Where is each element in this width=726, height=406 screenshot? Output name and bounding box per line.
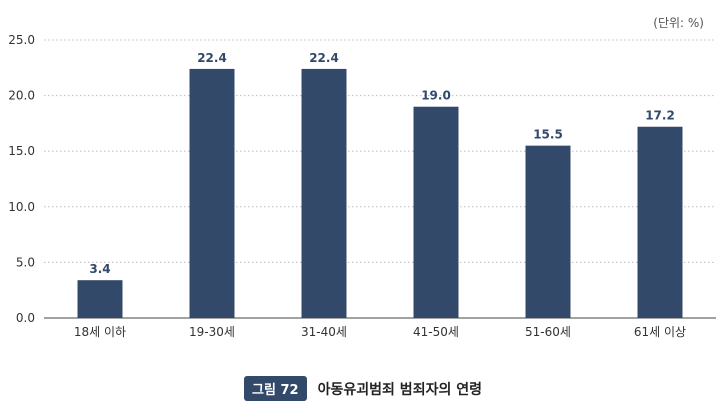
y-tick-label: 25.0 [8, 33, 35, 47]
bar [77, 280, 123, 318]
bar-value-label: 22.4 [197, 51, 227, 65]
x-tick-label: 31-40세 [301, 325, 347, 339]
x-tick-label: 19-30세 [189, 325, 235, 339]
bar [413, 106, 459, 318]
y-tick-label: 5.0 [16, 255, 35, 269]
x-tick-label: 41-50세 [413, 325, 459, 339]
figure-number-badge: 그림 72 [244, 376, 307, 401]
bar-value-label: 22.4 [309, 51, 339, 65]
y-tick-label: 20.0 [8, 89, 35, 103]
bar-value-label: 19.0 [421, 89, 451, 103]
figure-title: 아동유괴범죄 범죄자의 연령 [317, 381, 482, 398]
bar-value-label: 17.2 [645, 109, 675, 123]
bar [301, 68, 347, 318]
bar [525, 145, 571, 318]
y-tick-label: 0.0 [16, 311, 35, 325]
unit-note: (단위: %) [653, 16, 704, 30]
figure-caption: 그림 72 아동유괴범죄 범죄자의 연령 [0, 376, 726, 401]
bar-value-label: 3.4 [89, 262, 110, 276]
x-tick-label: 18세 이하 [74, 325, 126, 339]
bar [637, 126, 683, 319]
x-tick-label: 51-60세 [525, 325, 571, 339]
x-tick-label: 61세 이상 [634, 325, 686, 339]
y-tick-label: 15.0 [8, 144, 35, 158]
y-tick-label: 10.0 [8, 200, 35, 214]
bar [189, 68, 235, 318]
bar-value-label: 15.5 [533, 128, 563, 142]
